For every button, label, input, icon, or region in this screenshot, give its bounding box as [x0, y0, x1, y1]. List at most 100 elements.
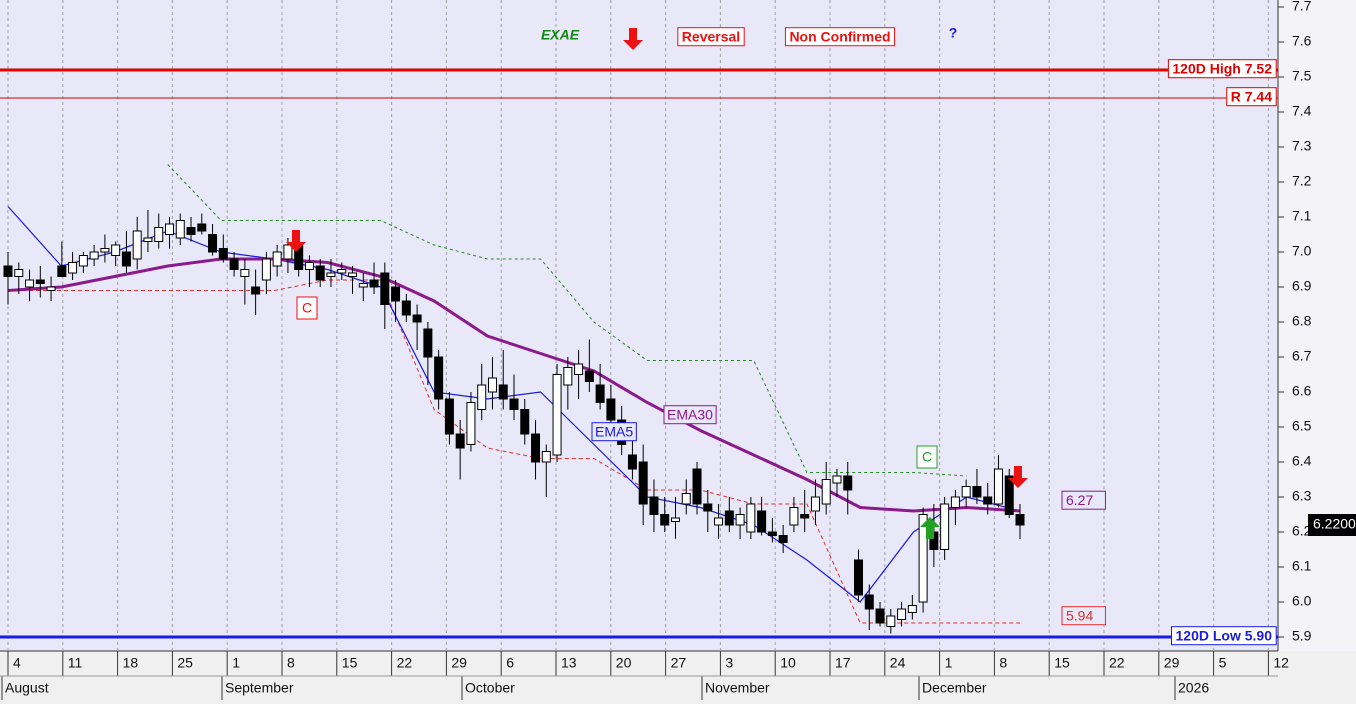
x-tick-label: 25	[177, 655, 193, 671]
candle-body	[757, 510, 767, 533]
candle-body	[111, 244, 121, 256]
candle-body	[692, 468, 702, 505]
y-tick-label: 7.4	[1292, 103, 1312, 119]
candle-body	[638, 461, 648, 505]
signal-arrow	[623, 28, 643, 50]
candle-body	[972, 486, 982, 498]
candle-body	[315, 265, 325, 281]
chart-title: EXAE	[541, 27, 580, 43]
x-tick-label: 11	[68, 655, 83, 671]
marker-label: C	[922, 449, 932, 465]
y-tick-label: 6.3	[1292, 488, 1312, 504]
candle-body	[369, 279, 379, 288]
candle-body	[391, 286, 401, 302]
y-tick-label: 6.7	[1292, 348, 1312, 364]
trailing-stop-line	[167, 164, 967, 477]
candle-body	[854, 559, 864, 596]
candle-body	[68, 262, 78, 274]
x-tick-label: 29	[1164, 655, 1180, 671]
y-tick-label: 7.6	[1292, 33, 1312, 49]
x-tick-label: 27	[671, 655, 687, 671]
value-label: 5.94	[1066, 608, 1093, 624]
candle-body	[703, 503, 713, 512]
x-tick-label: 15	[342, 655, 358, 671]
month-label: 2026	[1178, 680, 1209, 696]
y-tick-label: 6.5	[1292, 418, 1312, 434]
candle-body	[897, 608, 907, 620]
candle-body	[789, 507, 799, 526]
x-tick-label: 1	[945, 655, 953, 671]
x-tick-label: 1	[232, 655, 240, 671]
signal-box	[784, 27, 896, 47]
candle-body	[498, 384, 508, 400]
candle-body	[574, 363, 584, 375]
candle-body	[940, 503, 950, 550]
x-tick-label: 17	[835, 655, 851, 671]
candle-body	[724, 510, 734, 526]
last-price-label: 6.22000	[1313, 516, 1356, 532]
candle-body	[767, 531, 777, 536]
series-label-box	[663, 405, 717, 425]
marker-box	[916, 445, 938, 469]
candle-body	[143, 237, 153, 242]
question-mark: ?	[949, 25, 958, 41]
candle-body	[46, 286, 56, 291]
x-tick-label: 5	[1219, 655, 1227, 671]
candle-body	[35, 279, 45, 284]
candle-body	[735, 514, 745, 526]
level-label: R 7.44	[1231, 89, 1272, 105]
candle-body	[218, 248, 228, 260]
candle-body	[993, 468, 1003, 505]
candle-body	[681, 493, 691, 505]
candle-body	[175, 220, 185, 239]
indicator-line	[7, 257, 1021, 513]
signal-box	[677, 27, 745, 47]
x-tick-label: 29	[451, 655, 467, 671]
series-label: EMA30	[667, 407, 713, 423]
x-tick-label: 8	[287, 655, 295, 671]
month-label: August	[5, 680, 49, 696]
x-tick-label: 12	[1273, 655, 1289, 671]
level-label: 120D High 7.52	[1172, 61, 1272, 77]
candle-body	[907, 605, 917, 613]
last-price-box	[1308, 514, 1356, 536]
y-tick-label: 7.0	[1292, 243, 1312, 259]
candle-body	[89, 251, 99, 260]
candle-body	[3, 265, 13, 277]
value-label-box	[1061, 606, 1106, 626]
x-tick-label: 22	[397, 655, 413, 671]
plot-area	[0, 0, 1278, 651]
candle-body	[444, 398, 454, 435]
candle-body	[843, 475, 853, 491]
x-tick-label: 24	[890, 655, 906, 671]
candle-body	[380, 272, 390, 305]
y-axis-panel	[1278, 0, 1356, 651]
y-tick-label: 7.2	[1292, 173, 1312, 189]
y-tick-label: 6.6	[1292, 383, 1312, 399]
candle-body	[455, 433, 465, 449]
candle-body	[983, 496, 993, 505]
y-tick-label: 6.2	[1292, 523, 1312, 539]
candle-body	[348, 272, 358, 277]
level-label-box	[1167, 59, 1277, 79]
candle-body	[595, 384, 605, 403]
x-tick-label: 4	[13, 655, 21, 671]
candle-body	[78, 255, 88, 267]
x-tick-label: 18	[123, 655, 139, 671]
signal-arrow	[1008, 466, 1028, 488]
candle-body	[864, 594, 874, 610]
signal-arrow	[286, 230, 306, 252]
candle-body	[186, 227, 196, 235]
support-line	[8, 279, 1020, 624]
candle-body	[132, 230, 142, 260]
y-tick-label: 7.7	[1292, 0, 1312, 14]
candle-body	[487, 377, 497, 393]
y-tick-label: 6.0	[1292, 593, 1312, 609]
candle-body	[800, 514, 810, 519]
y-tick-label: 6.9	[1292, 278, 1312, 294]
candle-body	[251, 286, 261, 295]
candle-body	[660, 514, 670, 526]
candle-body	[950, 496, 960, 508]
candle-body	[197, 223, 207, 232]
